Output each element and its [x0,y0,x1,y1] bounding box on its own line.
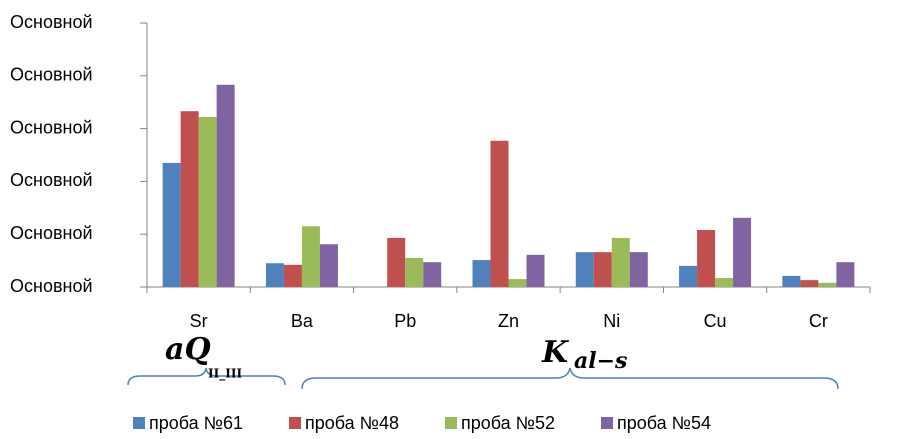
bar [283,264,302,287]
bar [715,278,734,287]
legend-swatch [601,417,613,429]
bar [697,229,716,287]
x-tick-label: Zn [498,311,519,331]
x-tick-label: Cu [704,311,727,331]
bar [490,140,509,287]
legend-swatch [445,417,457,429]
x-tick-label: Sr [190,311,208,331]
legend-label: проба №52 [461,413,555,433]
brace-right [301,367,839,390]
x-tick-label: Ni [603,311,620,331]
annotation-subscript: II_III [208,367,242,382]
bar [818,282,837,287]
bar [526,254,545,287]
bar [423,262,442,287]
x-tick-label: Pb [394,311,416,331]
bar [301,226,320,287]
legend-swatch [133,417,145,429]
bar [162,162,181,287]
bar [405,257,424,287]
legend-label: проба №48 [305,413,399,433]
bar [629,252,648,287]
annotation-subscript: al−s [574,348,627,374]
brace-left [127,367,286,386]
y-tick-label: Основной [10,223,93,243]
annotation-main: K [541,335,570,370]
legend-swatch [289,417,301,429]
y-tick-label: Основной [10,12,93,32]
bar [198,116,217,287]
legend-label: проба №54 [617,413,711,433]
bar [216,84,235,287]
bar [319,244,338,287]
bar [679,265,698,287]
bar [593,252,612,287]
bar [265,263,284,287]
annotation-main: aQ [165,332,211,367]
y-tick-label: Основной [10,117,93,137]
bar [611,237,630,287]
bar [575,252,594,287]
y-tick-label: Основной [10,65,93,85]
bar [733,217,752,287]
bar [180,111,199,288]
y-tick-label: Основной [10,170,93,190]
y-tick-label: Основной [10,276,93,296]
x-tick-label: Ba [291,311,314,331]
bar [800,280,819,287]
bar [387,237,406,287]
bar [836,262,855,287]
x-tick-label: Cr [809,311,828,331]
bar [782,275,801,287]
legend-label: проба №61 [149,413,243,433]
bar [508,279,527,287]
bar [472,260,491,287]
